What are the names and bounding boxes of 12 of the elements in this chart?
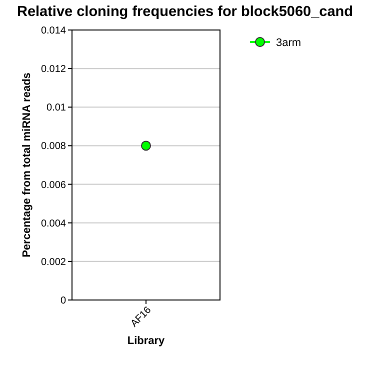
chart-title: Relative cloning frequencies for block5060_cand — [16, 4, 354, 20]
x-axis-title: Library — [127, 335, 166, 347]
y-tick-label: 0 — [60, 296, 66, 306]
y-tick-label: 0.008 — [40, 141, 66, 152]
y-tick-label: 0.01 — [46, 102, 66, 114]
y-tick-label: 0.004 — [40, 218, 66, 230]
y-tick-label: 0.014 — [40, 26, 66, 36]
y-axis-title: Percentage from total miRNA reads — [21, 72, 33, 258]
y-tick-label: 0.012 — [40, 64, 66, 76]
legend-label: 3arm — [276, 36, 302, 49]
y-tick-label: 0.002 — [40, 256, 66, 268]
y-tick-label: 0.006 — [40, 180, 66, 191]
